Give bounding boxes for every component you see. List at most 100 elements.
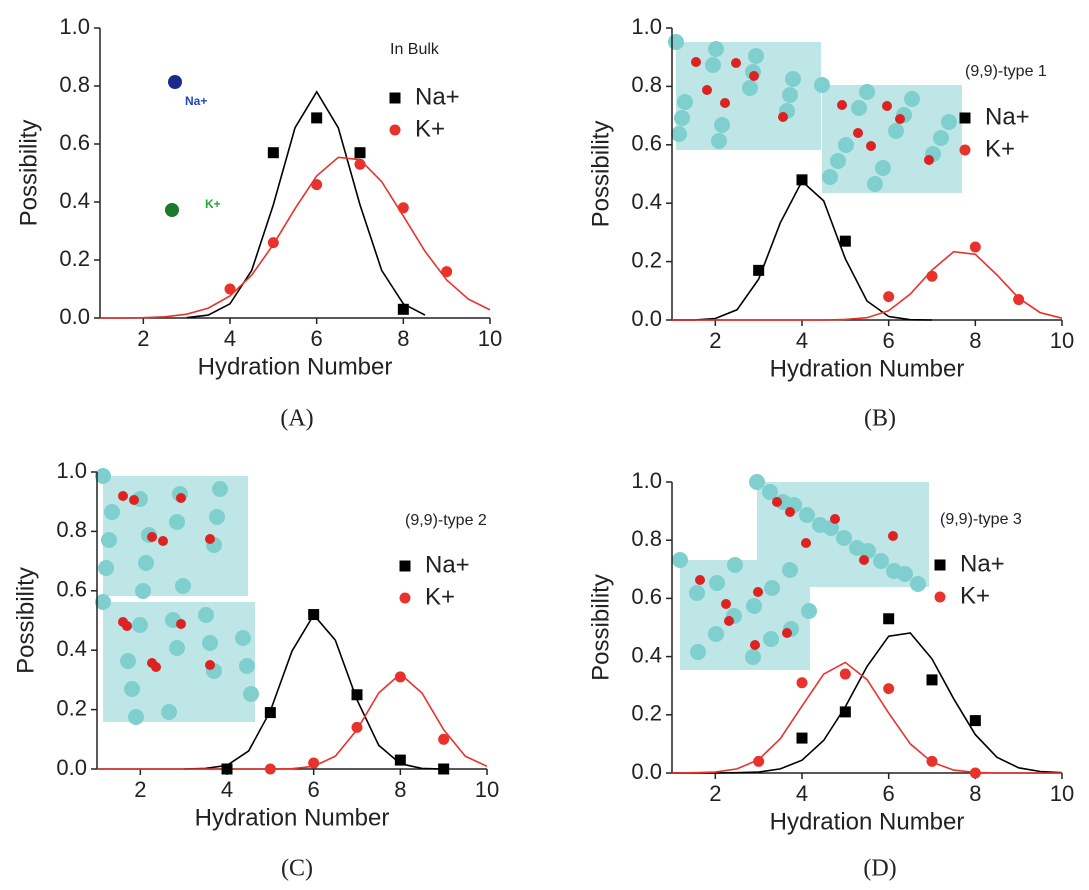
inset-atom bbox=[705, 57, 721, 73]
inset-atom bbox=[753, 587, 763, 597]
y-tick-label: 0.2 bbox=[631, 701, 662, 726]
data-point bbox=[311, 179, 323, 191]
x-tick-label: 8 bbox=[394, 777, 406, 802]
fit-curve bbox=[186, 90, 426, 319]
y-tick-label: 1.0 bbox=[631, 468, 662, 493]
x-tick-label: 8 bbox=[397, 326, 409, 351]
inset-atom bbox=[933, 130, 949, 146]
y-tick-label: 0.6 bbox=[631, 584, 662, 609]
y-tick-label: 1.0 bbox=[56, 458, 87, 483]
inset-atom bbox=[239, 658, 255, 674]
inset-atom bbox=[762, 484, 778, 500]
y-tick-label: 0.0 bbox=[631, 306, 662, 331]
inset-atom bbox=[799, 507, 815, 523]
data-point bbox=[264, 763, 276, 775]
legend-label: Na+ bbox=[985, 103, 1030, 130]
legend-label: Na+ bbox=[415, 83, 460, 110]
x-tick-label: 6 bbox=[883, 328, 895, 353]
inset-atom bbox=[873, 553, 889, 569]
inset-atom bbox=[851, 100, 867, 116]
y-axis-label: Possibility bbox=[12, 567, 39, 674]
data-point bbox=[438, 733, 450, 745]
x-tick-label: 10 bbox=[1050, 781, 1074, 806]
x-tick-label: 10 bbox=[1050, 328, 1074, 353]
x-tick-label: 4 bbox=[224, 326, 236, 351]
annotation: In Bulk bbox=[390, 41, 440, 58]
inset-atom bbox=[749, 474, 765, 490]
y-tick-label: 0.6 bbox=[59, 130, 90, 155]
annotation: (9,9)-type 1 bbox=[965, 63, 1047, 80]
data-point bbox=[397, 202, 409, 214]
inset-atom bbox=[101, 532, 117, 548]
y-tick-label: 0.2 bbox=[631, 247, 662, 272]
legend-label: Na+ bbox=[425, 551, 470, 578]
inset-atom bbox=[95, 468, 111, 484]
inset-atom bbox=[161, 704, 177, 720]
data-point bbox=[308, 609, 320, 621]
inset-atom bbox=[763, 631, 779, 647]
inset-atom bbox=[672, 552, 688, 568]
inset-atom bbox=[132, 617, 148, 633]
inset-atom bbox=[243, 686, 259, 702]
legend-marker bbox=[934, 591, 946, 603]
ion bbox=[165, 203, 179, 217]
inset-atom bbox=[95, 594, 111, 610]
legend-marker bbox=[959, 112, 971, 124]
y-tick-label: 0.0 bbox=[56, 755, 87, 780]
inset-atom bbox=[772, 497, 782, 507]
inset-atom bbox=[801, 603, 817, 619]
inset-atom bbox=[671, 126, 687, 142]
data-point bbox=[753, 264, 765, 276]
y-tick-label: 0.2 bbox=[56, 695, 87, 720]
inset-atom bbox=[175, 578, 191, 594]
inset-atom bbox=[714, 117, 730, 133]
inset-atom bbox=[235, 630, 251, 646]
x-axis-label: Hydration Number bbox=[770, 355, 965, 382]
legend-label: K+ bbox=[985, 135, 1015, 162]
inset-atom bbox=[830, 153, 846, 169]
inset-atom bbox=[104, 504, 120, 520]
data-point bbox=[394, 671, 406, 683]
x-tick-label: 6 bbox=[308, 777, 320, 802]
inset-atom bbox=[129, 495, 139, 505]
data-point bbox=[1013, 294, 1025, 306]
inset-atom bbox=[778, 112, 788, 122]
inset-atom bbox=[118, 491, 128, 501]
y-tick-label: 0.8 bbox=[56, 517, 87, 542]
inset-atom bbox=[668, 34, 684, 50]
y-axis-label: Possibility bbox=[15, 120, 42, 227]
inset-atom bbox=[837, 100, 847, 110]
data-point bbox=[796, 174, 808, 186]
inset-atom bbox=[731, 58, 741, 68]
y-tick-label: 0.4 bbox=[631, 642, 662, 667]
y-tick-label: 1.0 bbox=[59, 14, 90, 39]
x-tick-label: 2 bbox=[709, 328, 721, 353]
inset-atom bbox=[120, 653, 136, 669]
inset-atom bbox=[838, 137, 854, 153]
inset-atom bbox=[895, 114, 905, 124]
data-point bbox=[438, 763, 450, 775]
inset-atom bbox=[727, 557, 743, 573]
panel-label: (A) bbox=[280, 406, 313, 432]
panel-label: (D) bbox=[863, 856, 896, 882]
inset-atom bbox=[711, 133, 727, 149]
inset-atom bbox=[801, 538, 811, 548]
inset-atom bbox=[750, 640, 760, 650]
inset-atom bbox=[677, 94, 693, 110]
annotation: (9,9)-type 2 bbox=[405, 512, 487, 529]
inset-atom bbox=[709, 575, 725, 591]
data-point bbox=[354, 158, 366, 170]
inset-atom bbox=[695, 575, 705, 585]
inset-atom bbox=[724, 616, 734, 626]
fit-curve bbox=[671, 661, 1062, 774]
inset-atom bbox=[205, 660, 215, 670]
data-point bbox=[397, 303, 409, 315]
data-point bbox=[351, 721, 363, 733]
legend-marker bbox=[399, 592, 411, 604]
data-point bbox=[796, 732, 808, 744]
data-point bbox=[883, 613, 895, 625]
inset-atom bbox=[822, 169, 838, 185]
legend-label: K+ bbox=[415, 115, 445, 142]
x-tick-label: 6 bbox=[311, 326, 323, 351]
inset-atom bbox=[702, 85, 712, 95]
